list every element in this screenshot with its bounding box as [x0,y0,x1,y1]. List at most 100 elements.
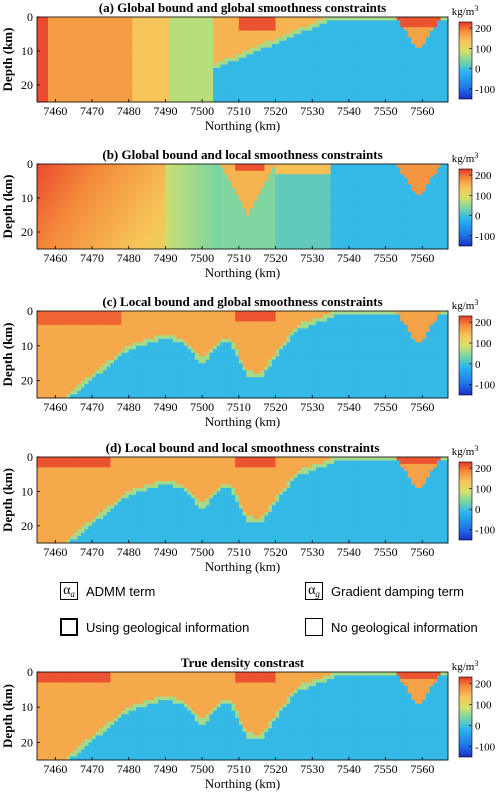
heatmap-cell [433,47,438,52]
heatmap-cell [44,51,49,55]
heatmap-cell [220,23,225,28]
heatmap-cell [77,170,82,175]
heatmap-cell [275,198,280,202]
heatmap-cell [198,17,203,21]
heatmap-cell [242,37,247,42]
heatmap-cell [154,191,159,196]
heatmap-cell [183,40,188,45]
heatmap-cell [169,225,174,230]
heatmap-cell [246,208,251,213]
heatmap-cell [48,184,53,189]
heatmap-cell [216,164,221,168]
heatmap-cell [345,88,350,93]
heatmap-cell [125,40,130,45]
heatmap-cell [88,198,93,202]
heatmap-cell [378,64,383,69]
heatmap-cell [242,238,247,243]
heatmap-cell [418,17,423,21]
heatmap-cell [264,191,269,196]
heatmap-cell [55,98,60,103]
heatmap-cell [418,81,423,86]
heatmap-cell [407,20,412,25]
heatmap-cell [132,235,137,240]
heatmap-cell [381,98,387,103]
heatmap-cell [92,174,97,179]
heatmap-cell [326,164,332,168]
heatmap-cell [172,98,177,103]
heatmap-cell [48,54,53,59]
heatmap-cell [389,20,394,25]
heatmap-cell [88,78,93,83]
heatmap-cell [81,40,86,45]
heatmap-cell [55,71,60,76]
heatmap-cell [312,235,317,240]
heatmap-cell [301,51,306,55]
heatmap-cell [425,81,431,86]
heatmap-cell [370,85,376,89]
heatmap-cell [308,204,313,209]
heatmap-cell [59,81,64,86]
heatmap-cell [356,91,361,96]
heatmap-cell [319,98,324,103]
heatmap-cell [176,40,181,45]
heatmap-cell [110,68,115,72]
heatmap-cell [282,23,288,28]
heatmap-cell [213,215,218,219]
heatmap-cell [238,98,243,103]
heatmap-cell [136,170,141,175]
heatmap-cell [304,232,310,236]
heatmap-cell [304,221,310,226]
heatmap-cell [117,242,122,247]
heatmap-cell [345,51,350,55]
heatmap-cell [359,68,365,72]
heatmap-cell [297,81,302,86]
heatmap-cell [103,54,108,59]
heatmap-cell [293,54,299,59]
heatmap-cell [356,17,361,21]
heatmap-cell [224,208,229,213]
heatmap-cell [308,20,313,25]
heatmap-cell [216,61,221,66]
heatmap-cell [81,37,86,42]
heatmap-cell [202,27,207,32]
heatmap-cell [231,57,236,62]
heatmap-cell [165,91,170,96]
heatmap-cell [51,177,56,182]
heatmap-cell [330,191,335,196]
heatmap-cell [271,228,277,233]
heatmap-cell [40,81,45,86]
heatmap-cell [315,164,321,168]
heatmap-cell [238,235,243,240]
heatmap-cell [271,177,277,182]
heatmap-cell [330,81,335,86]
heatmap-cell [165,85,170,89]
heatmap-cell [348,68,354,72]
heatmap-cell [341,174,346,179]
heatmap-cell [70,98,75,103]
x-tick-label: 7560 [410,104,434,118]
x-tick-label: 7470 [80,104,104,118]
heatmap-cell [88,27,93,32]
heatmap-cell [172,232,177,236]
heatmap-cell [70,47,75,52]
heatmap-cell [275,27,280,32]
heatmap-cell [315,98,321,103]
heatmap-cell [202,88,207,93]
heatmap-cell [249,78,255,83]
heatmap-cell [279,61,284,66]
heatmap-cell [73,194,78,199]
heatmap-cell [154,174,159,179]
heatmap-cell [114,40,119,45]
heatmap-cell [326,170,332,175]
heatmap-cell [319,198,324,202]
heatmap-cell [183,194,188,199]
heatmap-cell [139,61,144,66]
heatmap-cell [216,211,221,216]
heatmap-cell [150,242,155,247]
heatmap-cell [242,232,247,236]
heatmap-cell [92,74,97,79]
heatmap-cell [308,61,313,66]
heatmap-cell [139,238,144,243]
heatmap-cell [422,37,427,42]
